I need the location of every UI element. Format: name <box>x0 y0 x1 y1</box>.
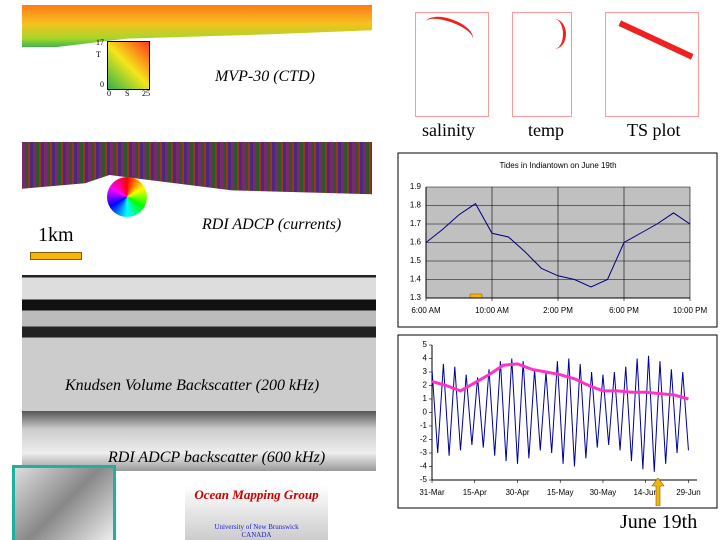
x-tick-label: 15-May <box>547 488 574 497</box>
logo: Ocean Mapping Group University of New Br… <box>185 485 328 540</box>
y-tick-label: 3 <box>423 367 428 376</box>
colorbar-label: 0 <box>100 80 104 89</box>
y-tick-label: 1.4 <box>410 275 422 284</box>
map-image <box>12 465 116 540</box>
y-tick-label: 1.6 <box>410 238 422 247</box>
x-tick-label: 6:00 PM <box>609 306 639 315</box>
scale-label: 1km <box>38 224 74 246</box>
y-tick-label: -2 <box>420 435 428 444</box>
chart-frame <box>397 334 718 509</box>
colorbar <box>107 41 150 90</box>
y-tick-label: 1 <box>423 394 428 403</box>
temp-plot <box>512 12 572 117</box>
x-tick-label: 29-Jun <box>676 488 700 497</box>
june-arrow <box>651 478 665 506</box>
y-tick-label: -5 <box>420 475 428 484</box>
y-tick-label: 1.3 <box>410 293 422 302</box>
series-line <box>431 355 689 472</box>
adcp-backscatter-image <box>22 411 376 471</box>
x-tick-label: 31-Mar <box>419 488 445 497</box>
colorbar-label: 17 <box>96 38 104 47</box>
y-tick-label: -4 <box>420 462 428 471</box>
june-label: June 19th <box>620 511 698 533</box>
knudsen-caption: Knudsen Volume Backscatter (200 kHz) <box>65 377 320 394</box>
y-tick-label: 1.8 <box>410 201 422 210</box>
y-tick-label: 2 <box>423 381 428 390</box>
series-line <box>425 202 691 288</box>
y-tick-label: 1.9 <box>410 182 422 191</box>
salinity-plot <box>415 11 489 117</box>
series-line <box>431 362 689 401</box>
temp-label: temp <box>528 120 564 140</box>
y-tick-label: 5 <box>423 340 428 349</box>
chart-title: Tides in Indiantown on June 19th <box>499 161 616 170</box>
backscatter-caption: RDI ADCP backscatter (600 kHz) <box>108 449 326 466</box>
ts-label: TS plot <box>627 120 681 140</box>
colorbar-label: T <box>96 50 101 59</box>
time-marker <box>469 293 483 299</box>
salinity-label: salinity <box>422 120 475 140</box>
ts-plot <box>605 12 699 117</box>
mvp-caption: MVP-30 (CTD) <box>215 68 315 85</box>
colorbar-label: S <box>125 89 130 98</box>
x-tick-label: 10:00 AM <box>475 306 509 315</box>
currents-caption: RDI ADCP (currents) <box>202 216 342 233</box>
y-tick-label: -3 <box>420 448 428 457</box>
y-tick-label: 1.7 <box>410 219 422 228</box>
y-tick-label: 0 <box>423 408 428 417</box>
x-tick-label: 10:00 PM <box>673 306 708 315</box>
logo-title: Ocean Mapping Group <box>194 487 319 502</box>
y-tick-label: 1.5 <box>410 256 422 265</box>
colorbar-label: 0 <box>107 89 111 98</box>
x-tick-label: 2:00 PM <box>543 306 573 315</box>
knudsen-image <box>22 275 376 411</box>
y-tick-label: -1 <box>420 421 428 430</box>
x-tick-label: 15-Apr <box>463 488 487 497</box>
y-tick-label: 4 <box>423 354 428 363</box>
x-tick-label: 14-Jun <box>633 488 657 497</box>
x-tick-label: 6:00 AM <box>411 306 441 315</box>
scale-bar <box>30 252 82 260</box>
x-tick-label: 30-May <box>590 488 617 497</box>
colorbar-label: 25 <box>142 89 150 98</box>
logo-univ: University of New Brunswick <box>214 523 299 531</box>
logo-country: CANADA <box>241 531 272 539</box>
color-wheel <box>107 177 147 217</box>
x-tick-label: 30-Apr <box>505 488 529 497</box>
